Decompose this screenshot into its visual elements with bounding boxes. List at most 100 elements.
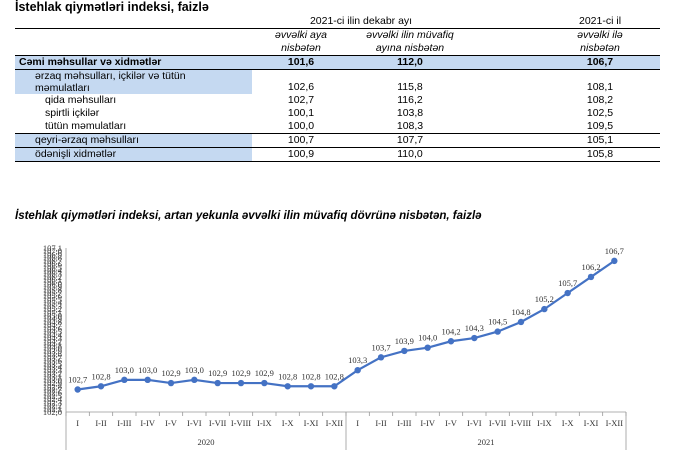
y-tick-label: 103,1: [43, 372, 62, 382]
y-tick-label: 102,1: [43, 404, 62, 414]
data-label: 102,8: [325, 371, 344, 381]
x-tick-label: I-III: [397, 418, 411, 428]
y-tick-label: 105,1: [43, 307, 62, 317]
header-group-dec: 2021-ci ilin dekabr ayı: [252, 15, 471, 29]
x-tick-label: I-IV: [420, 418, 435, 428]
data-point: [564, 289, 571, 297]
data-label: 105,7: [558, 278, 577, 288]
data-label: 102,8: [278, 371, 297, 381]
x-tick-label: I-XI: [304, 418, 319, 428]
x-tick-label: I-VIII: [231, 418, 251, 428]
y-tick-label: 106,9: [43, 249, 62, 259]
y-tick-label: 103,5: [43, 359, 62, 369]
data-label: 103,3: [348, 355, 367, 365]
chart-title: İstehlak qiymətləri indeksi, artan yekun…: [15, 210, 482, 222]
x-tick-label: I-X: [562, 418, 574, 428]
y-tick-label: 102,4: [43, 394, 63, 404]
y-tick-label: 106,6: [43, 259, 62, 269]
y-tick-label: 105,3: [43, 301, 62, 311]
y-tick-label: 105,0: [43, 311, 62, 321]
table-row-tutun: tütün məmulatları 100,0 108,3 109,5: [45, 120, 614, 132]
y-tick-label: 104,3: [43, 333, 62, 343]
y-tick-label: 105,4: [43, 298, 63, 308]
data-label: 102,9: [208, 368, 227, 378]
table-row-qida: qida məhsulları 102,7 116,2 108,2: [45, 94, 614, 106]
y-tick-label: 103,9: [43, 346, 62, 356]
data-point: [121, 376, 128, 384]
data-label: 104,8: [511, 307, 530, 317]
y-tick-label: 103,8: [43, 349, 62, 359]
y-tick-label: 104,2: [43, 336, 62, 346]
x-tick-label: I-IX: [257, 418, 272, 428]
data-label: 105,2: [535, 294, 554, 304]
data-label: 103,0: [185, 365, 204, 375]
x-tick-label: I-II: [95, 418, 106, 428]
data-point: [191, 376, 198, 384]
data-label: 106,2: [581, 262, 600, 272]
y-tick-label: 103,0: [43, 375, 62, 385]
x-tick-label: I-VII: [489, 418, 507, 428]
y-tick-label: 106,4: [43, 266, 63, 276]
data-point: [144, 376, 151, 384]
data-point: [214, 379, 221, 387]
y-tick-label: 102,3: [43, 397, 62, 407]
x-tick-label: I-III: [117, 418, 131, 428]
table-row-services: ödənişli xidmətlər 100,9 110,0 105,8: [15, 147, 661, 162]
data-point: [587, 273, 595, 281]
y-tick-label: 105,8: [43, 285, 62, 295]
data-label: 104,3: [465, 323, 484, 333]
y-tick-label: 106,7: [43, 256, 62, 266]
x-tick-label: I-IX: [537, 418, 552, 428]
x-tick-label: I-II: [375, 418, 386, 428]
data-point: [261, 379, 268, 387]
y-tick-label: 105,5: [43, 294, 62, 304]
header-col3-a: əvvəlki ilə: [577, 29, 623, 41]
x-tick-label: I-IV: [140, 418, 155, 428]
data-label: 106,7: [605, 246, 624, 256]
table-row-nonfood: qeyri-ərzaq məhsulları 100,7 107,7 105,1: [15, 133, 661, 148]
x-tick-label: I-VIII: [511, 418, 531, 428]
data-label: 103,0: [138, 365, 157, 375]
data-point: [377, 354, 385, 361]
y-tick-label: 105,7: [43, 288, 62, 298]
data-label: 102,8: [91, 371, 110, 381]
data-label: 104,5: [488, 317, 507, 327]
y-tick-label: 105,2: [43, 304, 62, 314]
x-tick-label: I-X: [282, 418, 294, 428]
x-tick-label: I-XII: [326, 418, 344, 428]
data-label: 102,9: [161, 368, 180, 378]
x-tick-label: I-XII: [606, 418, 624, 428]
data-point: [354, 366, 361, 374]
x-tick-label: I-VII: [209, 418, 227, 428]
data-label: 103,7: [371, 342, 390, 352]
header-col2-b: ayına nisbətən: [350, 42, 471, 56]
x-group-label: 2021: [478, 437, 495, 447]
y-tick-label: 104,6: [43, 323, 62, 333]
data-point: [331, 383, 338, 390]
y-tick-label: 102,6: [43, 388, 62, 398]
axes: 102,0102,1102,2102,3102,4102,5102,6102,7…: [43, 243, 627, 450]
data-label: 102,9: [231, 368, 250, 378]
data-label: 102,9: [255, 368, 274, 378]
data-point: [284, 383, 291, 390]
data-label: 102,7: [68, 374, 87, 384]
header-col2-a: əvvəlki ilin müvafiq: [366, 29, 454, 41]
y-tick-label: 104,8: [43, 317, 62, 327]
y-tick-label: 104,0: [43, 343, 62, 353]
y-tick-label: 105,6: [43, 291, 62, 301]
x-tick-label: I-VI: [467, 418, 482, 428]
y-tick-label: 104,4: [43, 330, 63, 340]
data-point: [237, 379, 245, 387]
x-tick-label: I: [356, 418, 359, 428]
header-row-cols-a: əvvəlki aya əvvəlki ilin müvafiq əvvəlki…: [15, 29, 660, 43]
x-tick-label: I-VI: [187, 418, 202, 428]
y-tick-label: 105,9: [43, 282, 62, 292]
y-tick-label: 102,0: [43, 407, 62, 417]
data-point: [494, 328, 501, 335]
y-tick-label: 103,4: [43, 362, 63, 372]
data-label: 102,8: [301, 371, 320, 381]
header-group-year: 2021-ci il: [540, 15, 661, 29]
data-point: [167, 379, 175, 387]
cpi-table: 2021-ci ilin dekabr ayı 2021-ci il əvvəl…: [15, 15, 661, 162]
data-label: 104,2: [441, 326, 460, 336]
